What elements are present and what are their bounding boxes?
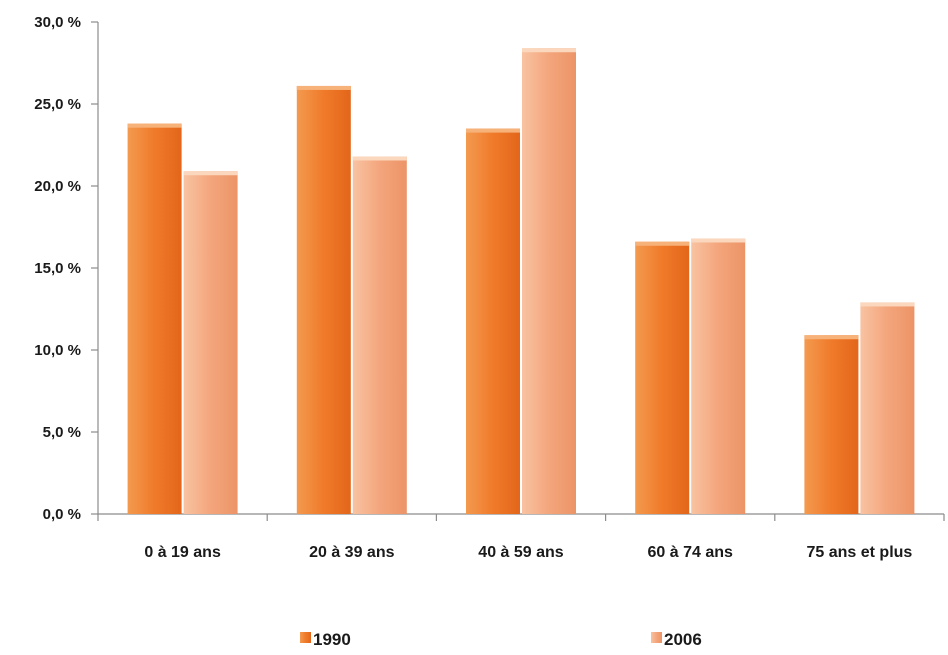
bar-highlight [352, 156, 407, 161]
x-tick-label: 0 à 19 ans [144, 544, 221, 561]
bar-highlight [860, 302, 915, 307]
x-tick-label: 40 à 59 ans [478, 544, 564, 561]
y-tick-label: 25,0 % [34, 96, 81, 113]
bar-1990-1 [127, 123, 182, 515]
bar-1990-5 [804, 335, 859, 514]
bar-highlight [127, 123, 182, 128]
bar-1990-4 [635, 241, 690, 514]
y-tick-label: 0,0 % [43, 506, 81, 523]
bar-2006-3 [522, 48, 576, 515]
y-tick-label: 15,0 % [34, 260, 81, 277]
bar-2006-2 [352, 156, 407, 515]
bar-2006-1 [183, 171, 238, 515]
legend-label-1990: 1990 [313, 630, 351, 649]
bar-2006-4 [691, 238, 746, 515]
y-tick-label: 5,0 % [43, 424, 81, 441]
bar-highlight [466, 128, 520, 133]
y-axis: 0,0 % 5,0 % 10,0 % 15,0 % 20,0 % 25,0 % 30,0 % [34, 14, 99, 523]
legend-swatch-2006 [651, 632, 662, 643]
bar-highlight [804, 335, 859, 340]
x-tick-label: 75 ans et plus [806, 544, 912, 561]
y-tick-label: 20,0 % [34, 178, 81, 195]
bar-1990-3 [466, 128, 520, 514]
bar-highlight [522, 48, 576, 53]
x-tick-label: 20 à 39 ans [309, 544, 395, 561]
bar-highlight [635, 241, 690, 246]
bars [127, 48, 915, 515]
bar-highlight [691, 238, 746, 243]
legend: 1990 2006 [300, 630, 702, 649]
x-axis: 0 à 19 ans 20 à 39 ans 40 à 59 ans 60 à 74 … [97, 513, 945, 561]
legend-label-2006: 2006 [664, 630, 702, 649]
x-tick-label: 60 à 74 ans [647, 544, 733, 561]
y-tick-label: 10,0 % [34, 342, 81, 359]
bar-1990-2 [296, 85, 351, 515]
bar-highlight [296, 85, 351, 90]
y-tick-label: 30,0 % [34, 14, 81, 31]
bar-2006-5 [860, 302, 915, 514]
bar-highlight [183, 171, 238, 176]
legend-swatch-1990 [300, 632, 311, 643]
